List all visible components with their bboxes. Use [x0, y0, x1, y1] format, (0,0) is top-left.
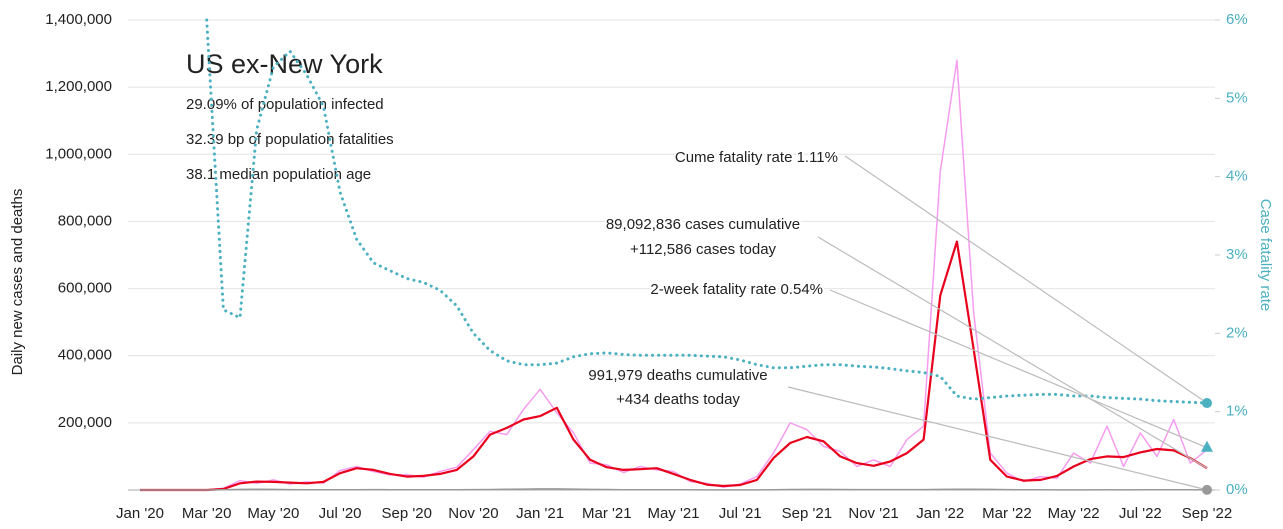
y-tick-label: 1,200,000: [45, 78, 112, 95]
x-tick-label: Mar '21: [582, 505, 632, 522]
y2-axis-title: Case fatality rate: [1257, 199, 1274, 312]
annotation: 991,979 deaths cumulative: [588, 367, 767, 384]
leader-line: [787, 386, 1208, 491]
x-tick-label: Sep '21: [782, 505, 832, 522]
leader-line: [817, 236, 1208, 469]
y-tick-label: 1,400,000: [45, 11, 112, 28]
x-tick-label: Mar '22: [982, 505, 1032, 522]
y-tick-label: 1,000,000: [45, 145, 112, 162]
y-tick-label: 200,000: [58, 414, 112, 431]
series-line: [140, 488, 1208, 491]
x-tick-label: Jan '22: [916, 505, 964, 522]
chart-title: US ex-New York: [186, 49, 383, 79]
stat: 38.1 median population age: [186, 166, 371, 183]
x-tick-label: May '22: [1048, 505, 1100, 522]
y2-tick-label: 4%: [1226, 168, 1248, 185]
x-tick-label: Mar '20: [182, 505, 232, 522]
leader-line: [829, 289, 1208, 449]
endpoint-marker: [1202, 484, 1212, 495]
stat: 32.39 bp of population fatalities: [186, 131, 394, 148]
series-line: [140, 59, 1208, 491]
annotation: +434 deaths today: [616, 391, 740, 408]
x-tick-label: Jul '22: [1119, 505, 1162, 522]
x-tick-label: Jan '20: [116, 505, 164, 522]
x-tick-label: Jul '20: [319, 505, 362, 522]
stat: 29.09% of population infected: [186, 96, 384, 113]
annotation: 89,092,836 cases cumulative: [606, 216, 800, 233]
y2-tick-label: 0%: [1226, 481, 1248, 498]
series-line: [205, 18, 1209, 405]
y-tick-label: 800,000: [58, 212, 112, 229]
x-tick-label: May '20: [247, 505, 299, 522]
x-tick-label: Sep '22: [1182, 505, 1232, 522]
y-tick-label: 600,000: [58, 280, 112, 297]
y2-tick-label: 6%: [1226, 11, 1248, 28]
x-tick-label: Nov '20: [448, 505, 498, 522]
y2-tick-label: 2%: [1226, 324, 1248, 341]
endpoint-marker: [1202, 398, 1212, 409]
annotation: Cume fatality rate 1.11%: [675, 149, 838, 166]
series-line: [140, 240, 1208, 492]
x-tick-label: Jan '21: [516, 505, 564, 522]
annotation: +112,586 cases today: [630, 241, 777, 258]
endpoint-marker: [1201, 440, 1213, 452]
y2-tick-label: 5%: [1226, 89, 1248, 106]
x-tick-label: Nov '21: [848, 505, 898, 522]
y-tick-label: 400,000: [58, 347, 112, 364]
leader-line: [844, 155, 1208, 404]
x-tick-label: May '21: [647, 505, 699, 522]
x-tick-label: Jul '21: [719, 505, 762, 522]
y-axis-title: Daily new cases and deaths: [9, 189, 26, 376]
annotation: 2-week fatality rate 0.54%: [650, 281, 823, 298]
y2-tick-label: 3%: [1226, 246, 1248, 263]
y2-tick-label: 1%: [1226, 403, 1248, 420]
x-tick-label: Sep '20: [382, 505, 432, 522]
